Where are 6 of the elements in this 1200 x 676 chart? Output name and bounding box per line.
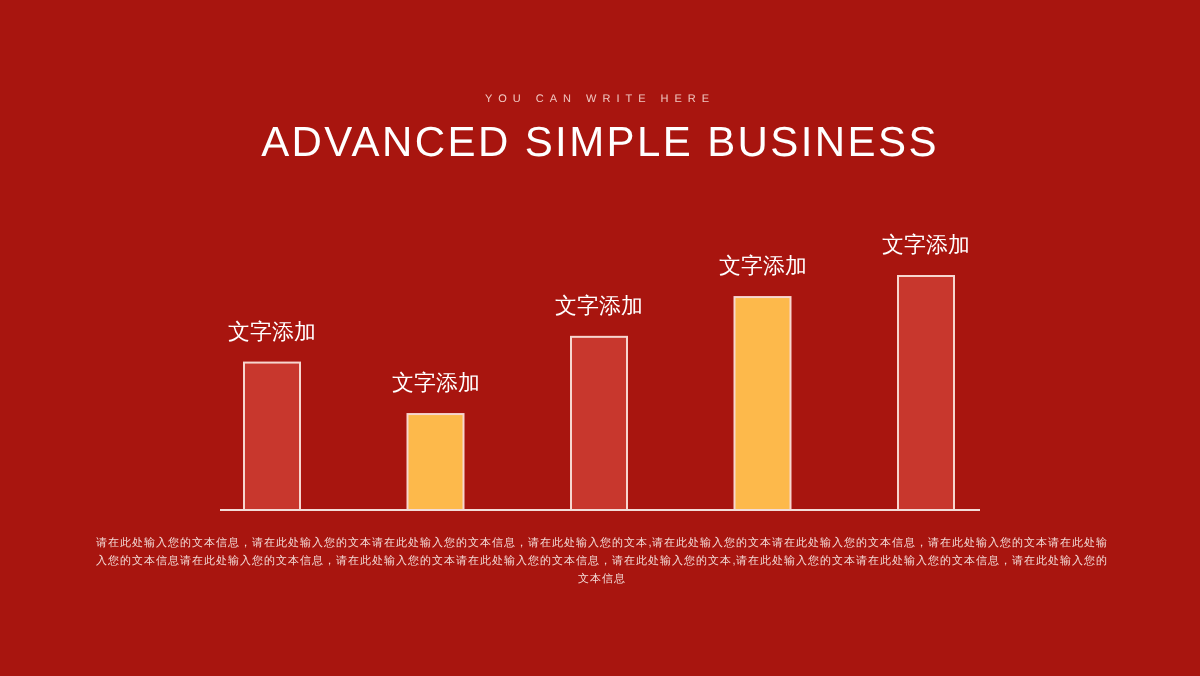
x-tick-label: 文字添加 [228, 318, 316, 345]
x-tick-label: 文字添加 [718, 253, 807, 280]
x-tick-label: 文字添加 [555, 292, 643, 319]
x-tick-label: 文字添加 [391, 370, 480, 397]
chart-title: ADVANCED SIMPLE BUSINESS [261, 120, 939, 166]
x-tick-label: 文字添加 [882, 232, 970, 258]
